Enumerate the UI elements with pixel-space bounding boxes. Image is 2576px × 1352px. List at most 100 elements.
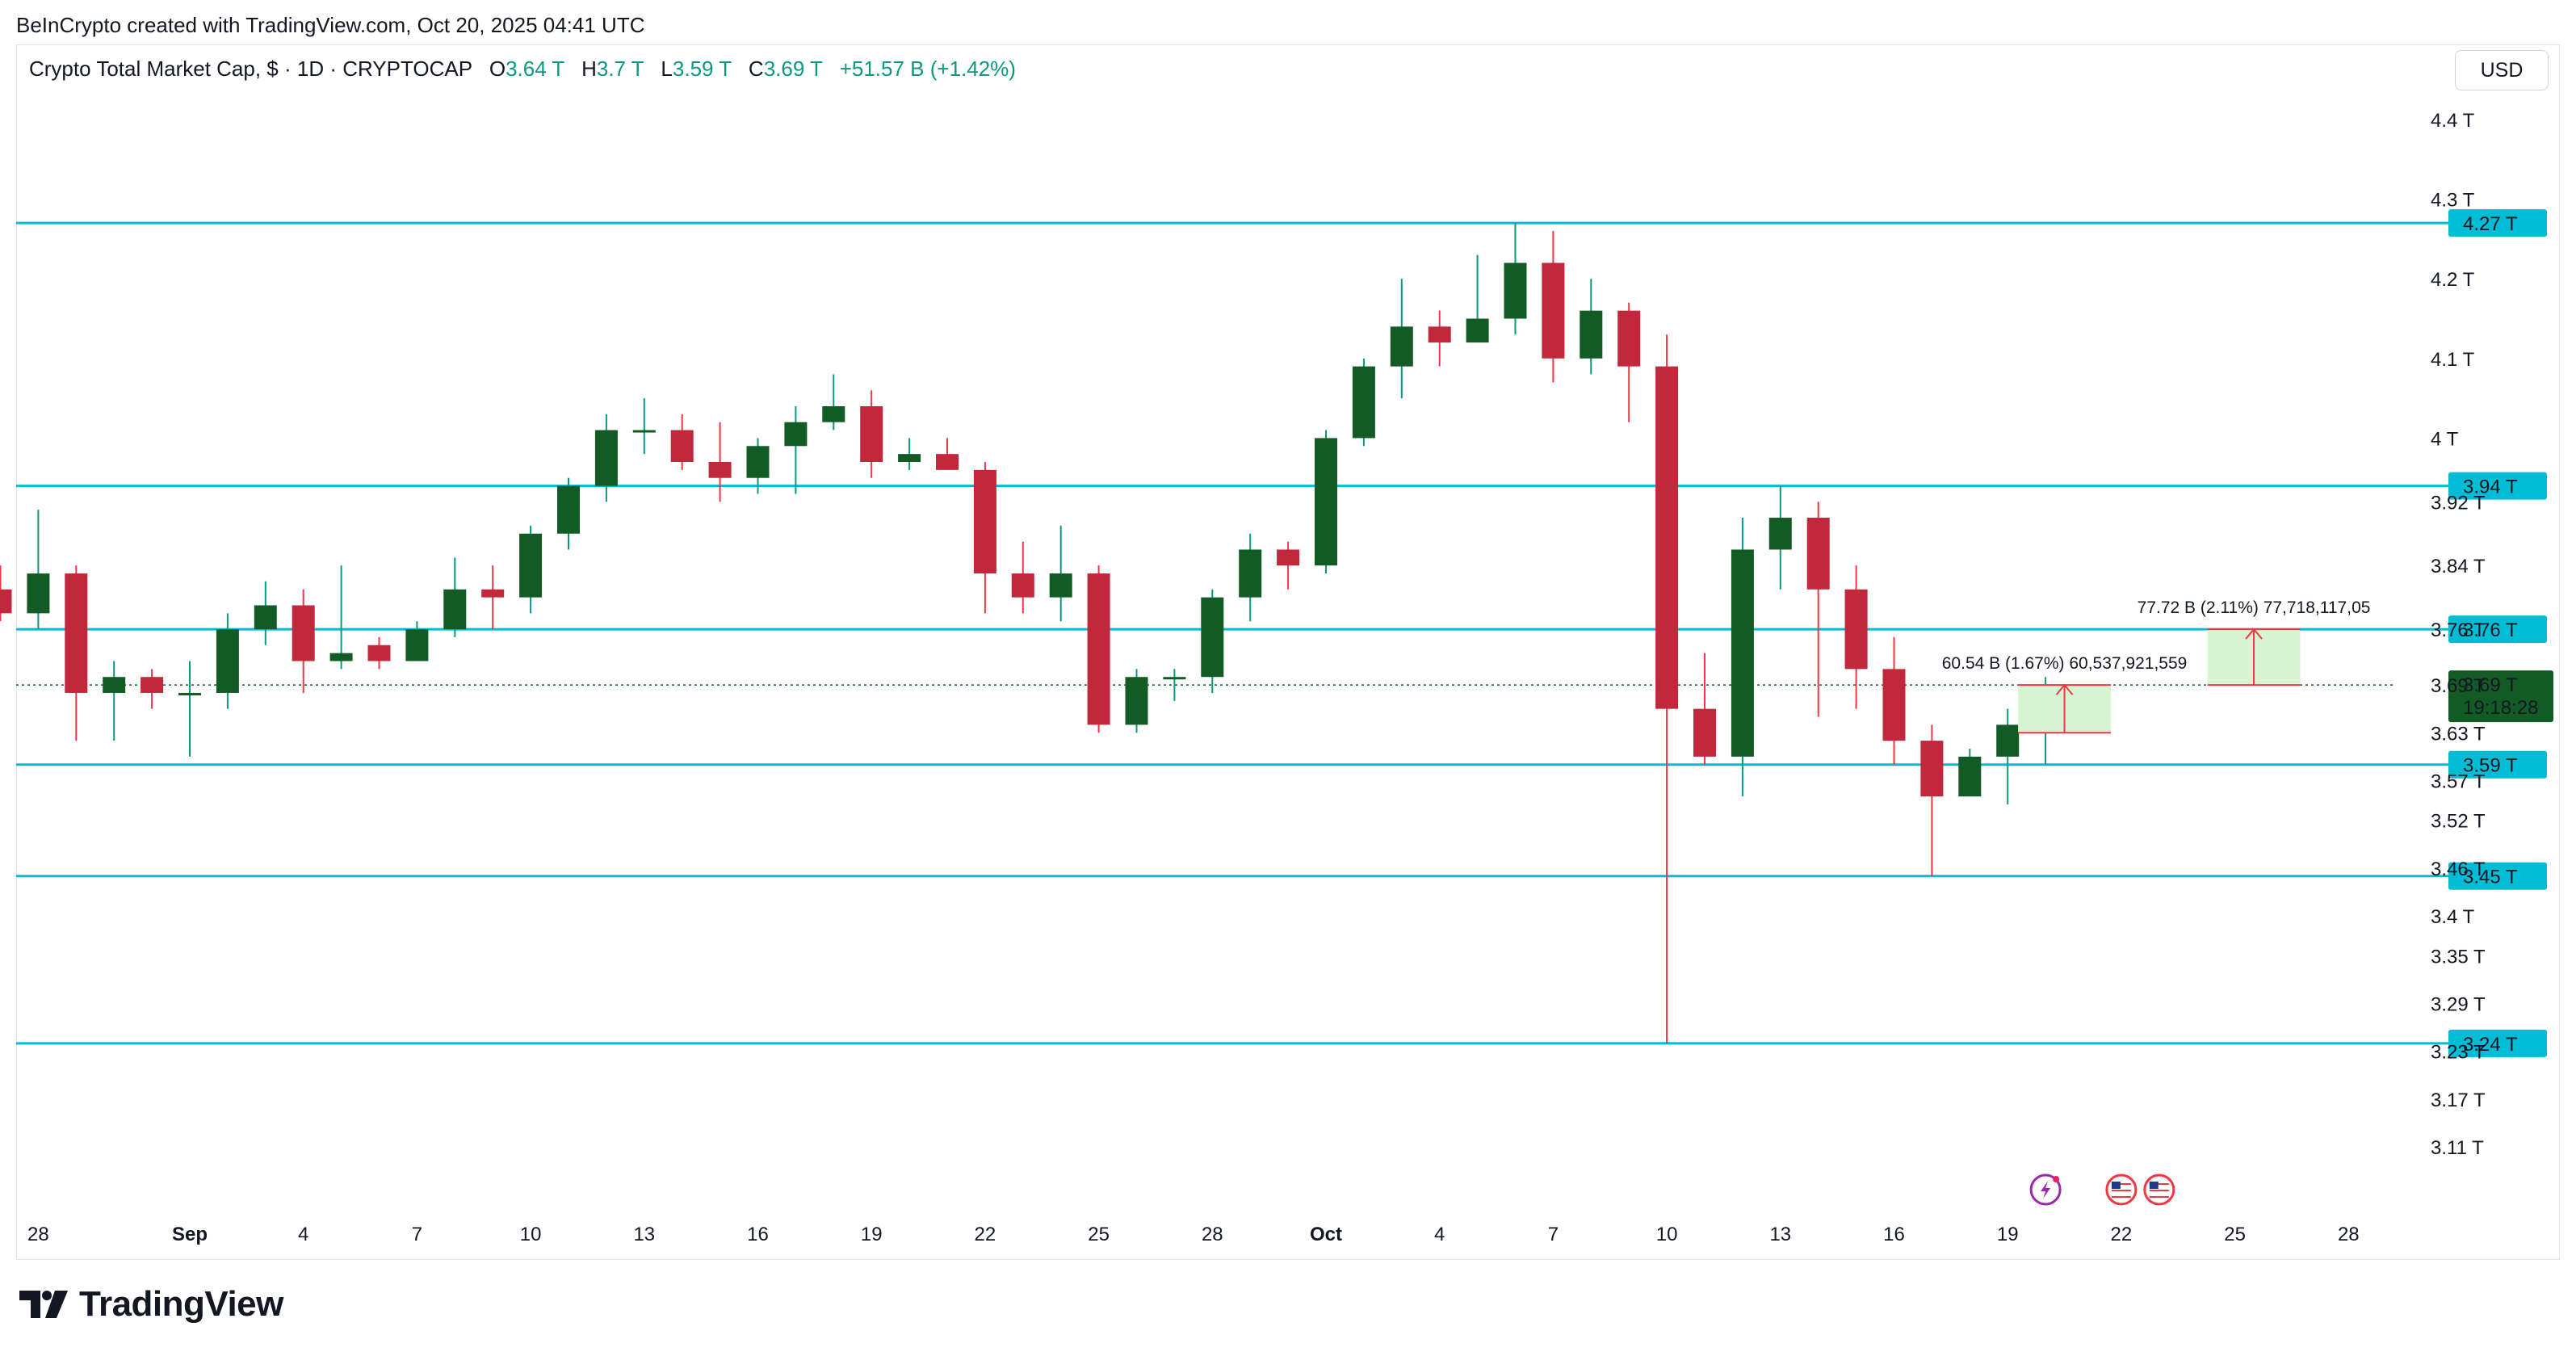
y-tick-label: 3.11 T: [2431, 1137, 2484, 1159]
chart-frame: [16, 44, 2560, 1260]
change-value: +51.57 B (+1.42%): [839, 57, 1016, 81]
candle-up: [27, 573, 50, 614]
candle-down: [1617, 310, 1641, 367]
y-tick-label: 3.4 T: [2431, 906, 2475, 928]
candle-up: [1315, 438, 1337, 566]
flag-stripe: [2111, 1196, 2131, 1198]
candle-down: [1428, 326, 1451, 343]
x-tick-label: 7: [412, 1224, 422, 1245]
candle-down: [860, 405, 883, 462]
last-price-box: [2448, 670, 2553, 723]
candle-down: [1806, 518, 1830, 590]
candle-up: [178, 692, 201, 695]
close-value: 3.69 T: [763, 57, 823, 81]
y-tick-label: 4 T: [2431, 428, 2459, 450]
candle-up: [1580, 310, 1603, 359]
high-value: 3.7 T: [596, 57, 644, 81]
flag-stripe: [2111, 1193, 2131, 1195]
y-tick-label: 3.35 T: [2431, 946, 2486, 968]
candle-up: [594, 430, 618, 486]
x-tick-label: 28: [2338, 1224, 2360, 1245]
y-tick-label: 4.2 T: [2431, 269, 2475, 291]
x-tick-label: 22: [2111, 1224, 2133, 1245]
currency-button[interactable]: USD: [2455, 50, 2549, 90]
candle-down: [1920, 741, 1944, 797]
candle-up: [784, 422, 808, 447]
x-tick-label: 25: [2224, 1224, 2246, 1245]
flag-canton: [2149, 1182, 2159, 1189]
open-value: 3.64 T: [506, 57, 564, 81]
y-tick-label: 3.46 T: [2431, 859, 2486, 880]
level-label: 3.24 T: [2463, 1034, 2518, 1056]
y-tick-label: 3.17 T: [2431, 1090, 2486, 1111]
y-tick-label: 3.29 T: [2431, 994, 2486, 1016]
tradingview-logo[interactable]: TradingView: [19, 1284, 283, 1325]
candle-up: [1125, 677, 1148, 725]
candle-down: [65, 573, 88, 693]
level-label: 3.94 T: [2463, 477, 2518, 498]
candle-down: [1087, 573, 1110, 725]
y-tick-label: 3.52 T: [2431, 811, 2486, 833]
candle-down: [936, 454, 959, 470]
close-label: C: [748, 57, 764, 81]
candle-down: [1844, 589, 1868, 670]
candle-up: [1390, 326, 1413, 367]
low-label: L: [661, 57, 673, 81]
measure-label: 77.72 B (2.11%) 77,718,117,05: [2138, 598, 2371, 617]
y-tick-label: 3.57 T: [2431, 770, 2486, 792]
flag-stripe: [2149, 1193, 2169, 1195]
candle-up: [1201, 597, 1224, 678]
x-tick-label: 19: [1997, 1224, 2019, 1245]
x-tick-label: 10: [1656, 1224, 1678, 1245]
x-axis: 28 Sep 4 7 10 13 16 19 22 25 28 Oct 4 7 10 13 16 19 22 25 28: [27, 1224, 2360, 1245]
candle-up: [519, 533, 543, 598]
flag-stripe: [2149, 1186, 2169, 1188]
flag-stripe: [2149, 1183, 2169, 1185]
y-tick-label: 4.3 T: [2431, 190, 2475, 212]
level-label: 4.27 T: [2463, 213, 2518, 235]
flag-stripe: [2149, 1196, 2169, 1198]
chart-credit: BeInCrypto created with TradingView.com,…: [16, 13, 645, 37]
measure-arrow-head: [2055, 683, 2074, 695]
flag-stripe: [2111, 1183, 2131, 1185]
candle-down: [1277, 549, 1300, 566]
candle-up: [1958, 756, 1982, 797]
x-tick-label: 13: [1769, 1224, 1791, 1245]
candle-up: [1239, 549, 1262, 598]
x-tick-label: 16: [1883, 1224, 1905, 1245]
candle-up: [216, 629, 239, 693]
y-tick-label: 3.23 T: [2431, 1042, 2486, 1064]
level-layer: 4.27 T 3.94 T 3.76 T 3.59 T 3.45 T 3.24 T 3.69…: [16, 209, 2553, 1057]
y-tick-label: 3.92 T: [2431, 492, 2486, 514]
flag-canton: [2111, 1182, 2121, 1189]
candle-down: [1693, 708, 1716, 757]
candle-down: [670, 430, 694, 462]
level-label: 3.59 T: [2463, 755, 2518, 777]
candle-up: [822, 405, 845, 422]
candle-up: [1768, 518, 1792, 550]
level-label-box: [2448, 615, 2547, 644]
candle-up: [1163, 677, 1186, 680]
candle-down: [973, 469, 996, 574]
x-tick-label: 4: [1434, 1224, 1445, 1245]
candle-up: [898, 454, 921, 462]
candle-up: [632, 430, 656, 433]
x-tick-label: 19: [861, 1224, 883, 1245]
x-tick-label: 13: [633, 1224, 655, 1245]
y-tick-label: 3.63 T: [2431, 723, 2486, 745]
low-value: 3.59 T: [672, 57, 732, 81]
measure-layer: 60.54 B (1.67%) 60,537,921,559 77.72 B (2…: [1942, 598, 2371, 734]
candle-up: [746, 446, 770, 478]
countdown-label: 19:18:28: [2463, 697, 2538, 719]
symbol-name[interactable]: Crypto Total Market Cap, $ · 1D · CRYPTO…: [29, 57, 472, 81]
candle-down: [292, 605, 315, 661]
x-tick-label: 22: [975, 1224, 996, 1245]
y-tick-label: 4.1 T: [2431, 349, 2475, 371]
tradingview-logo-icon: [19, 1291, 68, 1318]
candle-up: [405, 629, 429, 661]
x-tick-label: 25: [1088, 1224, 1110, 1245]
candle-up: [329, 653, 353, 661]
candle-down: [0, 589, 12, 614]
x-tick-label: 4: [298, 1224, 308, 1245]
